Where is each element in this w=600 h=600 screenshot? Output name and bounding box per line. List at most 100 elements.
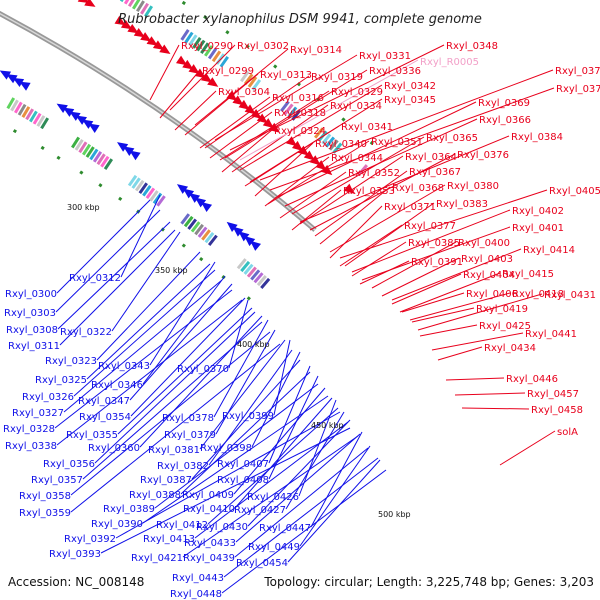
reverse-gene-label[interactable]: Rxyl_0439 [183,553,235,564]
reverse-gene-label[interactable]: Rxyl_0427 [234,505,286,516]
reverse-gene-label[interactable]: Rxyl_0426 [247,492,299,503]
forward-gene-label[interactable]: Rxyl_0446 [506,374,558,385]
reverse-gene-label[interactable]: Rxyl_0312 [69,273,121,284]
reverse-gene-label[interactable]: Rxyl_0370 [177,364,229,375]
forward-gene-label[interactable]: Rxyl_0380 [447,181,499,192]
forward-gene-label[interactable]: Rxyl_0344 [331,153,383,164]
reverse-gene-label[interactable]: Rxyl_0408 [217,475,269,486]
forward-gene-label[interactable]: Rxyl_0457 [527,389,579,400]
reverse-gene-label[interactable]: Rxyl_0447 [259,523,311,534]
reverse-gene-label[interactable]: Rxyl_0433 [184,538,236,549]
forward-gene-label[interactable]: Rxyl_0425 [479,321,531,332]
forward-gene-label[interactable]: Rxyl_0383 [436,199,488,210]
forward-gene-label[interactable]: Rxyl_0402 [512,206,564,217]
forward-gene-label[interactable]: Rxyl_0434 [484,343,536,354]
reverse-gene-label[interactable]: Rxyl_0346 [91,380,143,391]
reverse-gene-label[interactable]: Rxyl_0355 [66,430,118,441]
reverse-gene-label[interactable]: Rxyl_0308 [6,325,58,336]
forward-gene-label[interactable]: Rxyl_0351 [371,137,423,148]
forward-gene-label[interactable]: Rxyl_0364 [405,152,457,163]
reverse-gene-label[interactable]: Rxyl_0413 [143,534,195,545]
forward-gene-label[interactable]: Rxyl_0385 [408,238,460,249]
forward-gene-label[interactable]: Rxyl_0331 [359,51,411,62]
forward-gene-label[interactable]: Rxyl_0377 [404,221,456,232]
reverse-gene-label[interactable]: Rxyl_0359 [19,508,71,519]
reverse-gene-label[interactable]: Rxyl_0379 [164,430,216,441]
reverse-gene-label[interactable]: Rxyl_0381 [148,445,200,456]
forward-gene-label[interactable]: Rxyl_0401 [512,223,564,234]
reverse-gene-label[interactable]: Rxyl_0343 [98,361,150,372]
forward-gene-label[interactable]: Rxyl_0304 [218,87,270,98]
forward-gene-label[interactable]: Rxyl_0391 [411,257,463,268]
reverse-gene-label[interactable]: Rxyl_0323 [45,356,97,367]
reverse-gene-label[interactable]: Rxyl_0326 [22,392,74,403]
reverse-gene-label[interactable]: Rxyl_0325 [35,375,87,386]
forward-gene-label[interactable]: Rxyl_0334 [330,101,382,112]
forward-gene-label[interactable]: Rxyl_0371 [384,202,436,213]
forward-gene-label[interactable]: Rxyl_0365 [426,133,478,144]
forward-gene-label[interactable]: Rxyl_0329 [331,87,383,98]
forward-gene-label[interactable]: solA [557,427,578,438]
reverse-gene-label[interactable]: Rxyl_0443 [172,573,224,584]
rna-gene-label[interactable]: Rxyl_R0005 [420,57,479,68]
reverse-gene-label[interactable]: Rxyl_0358 [19,491,71,502]
reverse-gene-label[interactable]: Rxyl_0356 [43,459,95,470]
forward-gene-label[interactable]: Rxyl_0314 [290,45,342,56]
reverse-gene-label[interactable]: Rxyl_0303 [4,308,56,319]
forward-gene-label[interactable]: Rxyl_0336 [369,66,421,77]
reverse-gene-label[interactable]: Rxyl_0409 [182,490,234,501]
forward-gene-label[interactable]: Rxyl_0418 [512,289,564,300]
reverse-gene-label[interactable]: Rxyl_0398 [200,443,252,454]
forward-gene-label[interactable]: Rxyl_0367 [409,167,461,178]
forward-gene-label[interactable]: Rxyl_0348 [446,41,498,52]
reverse-gene-label[interactable]: Rxyl_0357 [31,475,83,486]
reverse-gene-label[interactable]: Rxyl_0354 [79,412,131,423]
reverse-gene-label[interactable]: Rxyl_0300 [5,289,57,300]
reverse-gene-label[interactable]: Rxyl_0421 [131,553,183,564]
reverse-gene-label[interactable]: Rxyl_0407 [217,459,269,470]
reverse-gene-label[interactable]: Rxyl_0412 [156,520,208,531]
reverse-gene-label[interactable]: Rxyl_0399 [222,411,274,422]
reverse-gene-label[interactable]: Rxyl_0392 [64,534,116,545]
reverse-gene-label[interactable]: Rxyl_0410 [183,504,235,515]
forward-gene-label[interactable]: Rxyl_0313 [260,70,312,81]
reverse-gene-label[interactable]: Rxyl_0378 [162,413,214,424]
forward-gene-label[interactable]: Rxyl_0342 [384,81,436,92]
forward-gene-label[interactable]: Rxyl_0369 [478,98,530,109]
forward-gene-label[interactable]: Rxyl_0341 [341,122,393,133]
reverse-gene-label[interactable]: Rxyl_0338 [5,441,57,452]
forward-gene-label[interactable]: Rxyl_0404 [463,270,515,281]
forward-gene-label[interactable]: Rxyl_0403 [461,254,513,265]
reverse-gene-label[interactable]: Rxyl_0347 [78,396,130,407]
forward-gene-label[interactable]: Rxyl_0290 [181,41,233,52]
reverse-gene-label[interactable]: Rxyl_0388 [129,490,181,501]
reverse-gene-label[interactable]: Rxyl_0360 [88,443,140,454]
reverse-gene-label[interactable]: Rxyl_0430 [196,522,248,533]
forward-gene-label[interactable]: Rxyl_0345 [384,95,436,106]
forward-gene-label[interactable]: Rxyl_0324 [274,126,326,137]
forward-gene-label[interactable]: Rxyl_0376 [457,150,509,161]
forward-gene-label[interactable]: Rxyl_0384 [511,132,563,143]
forward-gene-label[interactable]: Rxyl_0419 [476,304,528,315]
forward-gene-label[interactable]: Rxyl_0414 [523,245,575,256]
forward-gene-label[interactable]: Rxyl_0441 [525,329,577,340]
forward-gene-label[interactable]: Rxyl_0405 [549,186,600,197]
forward-gene-label[interactable]: Rxyl_0299 [202,66,254,77]
forward-gene-label[interactable]: Rxyl_0340 [315,139,367,150]
forward-gene-label[interactable]: Rxyl_0372 [556,84,600,95]
forward-gene-label[interactable]: Rxyl_0406 [466,289,518,300]
reverse-gene-label[interactable]: Rxyl_0311 [8,341,60,352]
reverse-gene-label[interactable]: Rxyl_0327 [12,408,64,419]
forward-gene-label[interactable]: Rxyl_0352 [348,168,400,179]
forward-gene-label[interactable]: Rxyl_0368 [392,183,444,194]
forward-gene-label[interactable]: Rxyl_0353 [343,186,395,197]
forward-gene-label[interactable]: Rxyl_0302 [237,41,289,52]
forward-gene-label[interactable]: Rxyl_0415 [502,269,554,280]
forward-gene-label[interactable]: Rxyl_0366 [479,115,531,126]
reverse-gene-label[interactable]: Rxyl_0390 [91,519,143,530]
reverse-gene-label[interactable]: Rxyl_0322 [60,327,112,338]
forward-gene-label[interactable]: Rxyl_0431 [544,290,596,301]
forward-gene-label[interactable]: Rxyl_0458 [531,405,583,416]
reverse-gene-label[interactable]: Rxyl_0382 [157,461,209,472]
reverse-gene-label[interactable]: Rxyl_0387 [140,475,192,486]
